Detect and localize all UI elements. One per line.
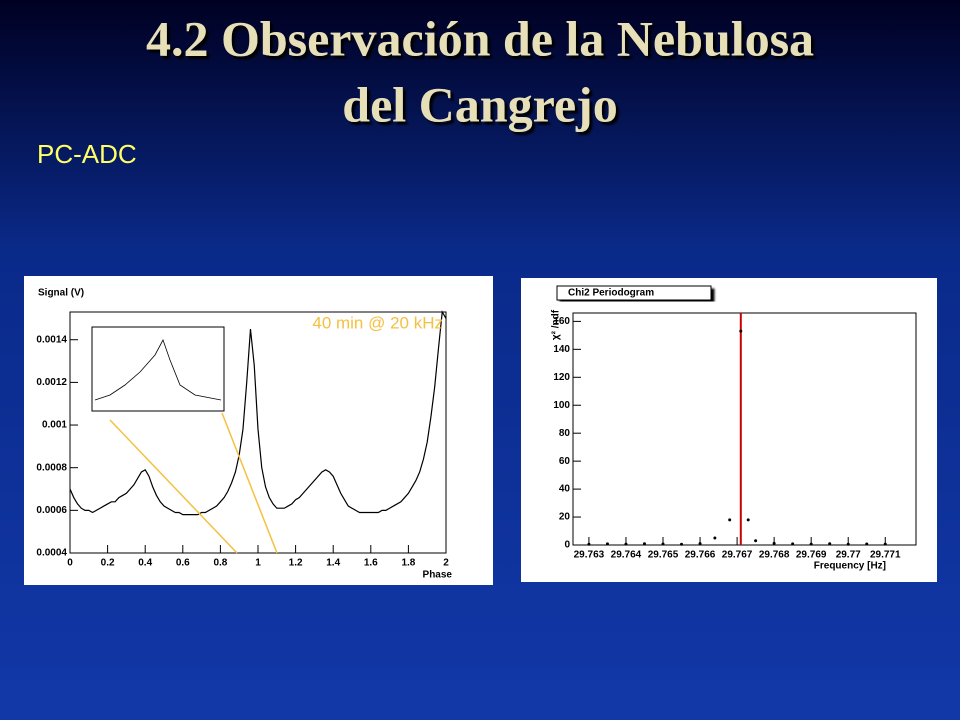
y-tick-label: 0.0004 xyxy=(36,548,67,559)
x-tick-label: 0 xyxy=(67,558,73,569)
point xyxy=(754,539,758,543)
y-tick-label: 20 xyxy=(559,512,571,523)
title-box xyxy=(556,285,712,301)
annotation: 40 min @ 20 kHz xyxy=(312,313,443,332)
arrows xyxy=(109,412,278,554)
x-axis-label: Phase xyxy=(423,570,453,581)
y-axis-label: χ² /ndf xyxy=(551,309,562,340)
x-tick-label: 29.769 xyxy=(796,550,827,561)
x-tick-label: 1.4 xyxy=(326,558,340,569)
point xyxy=(587,542,591,546)
chart: 0 20 40 60 80 100 120 140 160 29.763 29.764 29.765 2… xyxy=(551,285,917,572)
x-tick-label: 1.6 xyxy=(364,558,378,569)
x-tick-label: 29.765 xyxy=(648,550,679,561)
x-tick-label: 1.8 xyxy=(401,558,415,569)
chart-title: Chi2 Periodogram xyxy=(568,288,654,299)
y-axis-label: Signal (V) xyxy=(38,288,84,299)
inset-curve xyxy=(94,339,222,401)
point xyxy=(661,542,665,546)
y-tick-label: 160 xyxy=(553,316,570,327)
point xyxy=(828,542,832,546)
point xyxy=(772,541,776,545)
subtitle: PC-ADC xyxy=(37,139,137,169)
x-tick-label: 29.767 xyxy=(722,550,753,561)
y-tick-label: 120 xyxy=(553,372,570,383)
x-tick-label: 29.764 xyxy=(611,550,642,561)
x-tick-label: 0.6 xyxy=(176,558,190,569)
x-tick-label: 2 xyxy=(443,558,449,569)
x-tick-label: 1 xyxy=(255,558,261,569)
point xyxy=(865,542,869,546)
panel xyxy=(521,278,937,582)
plot-frame xyxy=(572,312,917,546)
point xyxy=(791,542,795,546)
y-tick-label: 140 xyxy=(553,344,570,355)
point xyxy=(809,542,813,546)
title: 4.2 Observación de la Nebulosa xyxy=(146,10,814,66)
point xyxy=(605,542,609,546)
y-tick-label: 80 xyxy=(559,428,571,439)
point xyxy=(739,329,743,333)
point xyxy=(746,518,750,522)
point xyxy=(680,542,684,546)
x-tick-label: 29.763 xyxy=(574,550,605,561)
x-tick-label: 0.2 xyxy=(101,558,115,569)
y-tick-label: 0.0014 xyxy=(36,334,67,345)
y-tick-label: 40 xyxy=(559,484,571,495)
x-tick-label: 29.77 xyxy=(836,550,861,561)
x-tick-label: 29.766 xyxy=(685,550,716,561)
x-tick-label: 1.2 xyxy=(289,558,303,569)
inset xyxy=(91,326,225,412)
y-tick-label: 0.0008 xyxy=(36,462,67,473)
x-tick-label: 0.4 xyxy=(138,558,152,569)
y-tick-label: 60 xyxy=(559,456,571,467)
x-axis-label: Frequency [Hz] xyxy=(814,561,886,572)
point xyxy=(624,542,628,546)
point xyxy=(642,542,646,546)
arrow xyxy=(109,419,238,554)
chart: 0.0004 0.0006 0.0008 0.001 0.0012 0.0014 0 0.2 0… xyxy=(36,288,452,581)
x-tick-label: 29.771 xyxy=(870,550,901,561)
inset-frame xyxy=(91,326,225,412)
arrow xyxy=(221,412,278,554)
point xyxy=(713,536,717,540)
point xyxy=(698,542,702,546)
point xyxy=(883,542,887,546)
x-tick-label: 29.768 xyxy=(759,550,790,561)
y-tick-label: 100 xyxy=(553,400,570,411)
y-tick-label: 0.0006 xyxy=(36,505,67,516)
point xyxy=(846,542,850,546)
point xyxy=(728,518,732,522)
y-tick-label: 0 xyxy=(564,540,570,551)
y-tick-label: 0.0012 xyxy=(36,377,67,388)
signal-line xyxy=(69,310,447,516)
title: del Cangrejo xyxy=(342,76,617,132)
x-tick-label: 0.8 xyxy=(213,558,227,569)
y-tick-label: 0.001 xyxy=(42,420,67,431)
